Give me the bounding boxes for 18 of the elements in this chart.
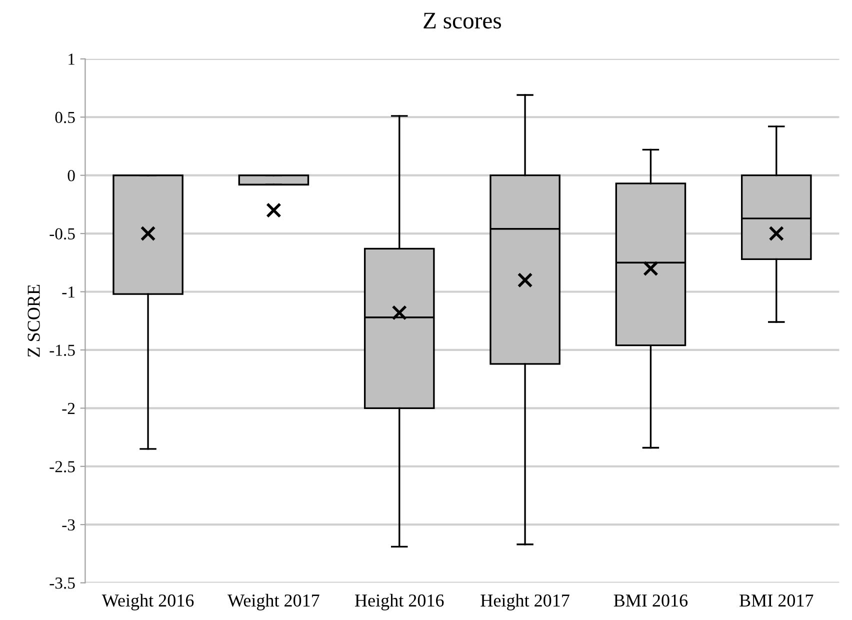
y-axis-title: Z SCORE <box>28 284 40 357</box>
y-tick-label: -2 <box>62 402 75 414</box>
y-tick-label: -1 <box>62 286 74 298</box>
x-tick-label: Height 2016 <box>355 594 444 610</box>
y-tick-label: -3 <box>62 519 75 531</box>
x-tick-label: Weight 2017 <box>228 594 320 610</box>
y-tick-label: -3.5 <box>50 578 75 589</box>
x-tick-label: BMI 2017 <box>740 594 814 607</box>
y-tick-label: 0 <box>68 170 75 182</box>
y-tick-label: 0.5 <box>55 112 75 124</box>
y-tick-label: -2.5 <box>50 461 75 472</box>
y-tick-label: 1 <box>68 54 74 65</box>
y-tick-label: -0.5 <box>50 228 75 240</box>
x-tick-label: Height 2017 <box>480 594 570 610</box>
chart-title: Z scores <box>424 12 502 29</box>
y-tick-label: -1.5 <box>50 344 75 356</box>
x-tick-label: BMI 2016 <box>614 594 688 607</box>
x-tick-label: Weight 2016 <box>102 594 194 610</box>
